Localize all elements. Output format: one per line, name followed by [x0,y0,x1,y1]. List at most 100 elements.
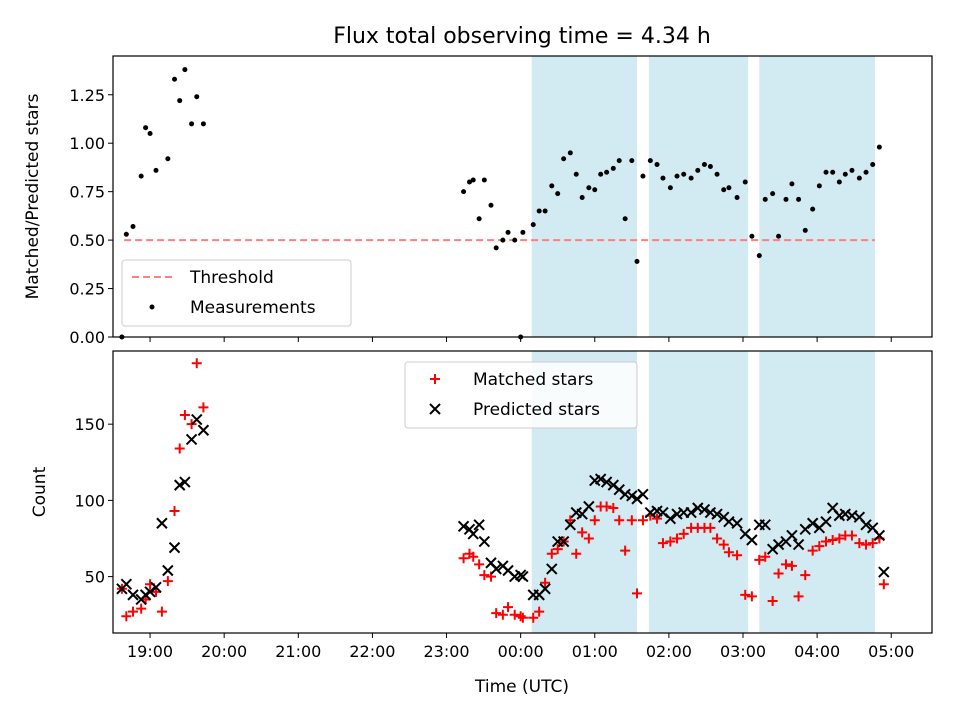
measurement-point [512,237,518,243]
matched-stars-point [198,402,209,413]
predicted-stars-point [546,563,558,575]
predicted-stars-point [473,519,485,531]
matched-stars-point [515,611,526,622]
matched-stars-point [834,533,845,544]
matched-stars-point [528,612,539,623]
matched-stars-point [517,612,528,623]
matched-stars-point [601,501,612,512]
measurement-point [467,179,473,185]
measurement-point [701,162,707,168]
matched-stars-point [468,551,479,562]
matched-stars-point [479,570,490,581]
matched-stars-point [491,608,502,619]
matched-stars-point [179,410,190,421]
matched-stars-point [608,503,619,514]
legend-box [121,259,352,327]
y-tick-label: 150 [74,415,105,434]
measurement-point [586,185,592,191]
measurement-point [707,163,713,169]
measurement-point [870,162,876,168]
predicted-stars-point [759,519,771,531]
predicted-stars-point [457,520,470,533]
measurement-point [654,162,660,168]
measurement-point [634,258,640,264]
y-tick-label: 1.25 [69,86,105,105]
matched-stars-point [723,547,734,558]
matched-stars-point [136,603,147,614]
measurement-point [770,191,776,197]
predicted-stars-point [583,500,595,513]
matched-stars-point [156,606,167,617]
measurement-point [147,131,153,137]
measurement-point [143,125,149,131]
measurement-point [836,179,842,185]
measurement-point [172,76,178,82]
measurement-point [823,169,829,175]
chart-title: Flux total observing time = 4.34 h [333,24,711,49]
measurement-point [876,144,882,150]
matched-stars-point [509,609,520,620]
y-tick-label: 0.50 [69,231,105,250]
matched-stars-point [793,591,804,602]
matched-stars-point [614,515,625,526]
measurement-point [573,171,579,177]
matched-stars-point [846,530,857,541]
predicted-stars-point [594,473,607,485]
predicted-stars-point [162,564,174,577]
matched-stars-point [712,533,723,544]
measurement-point [520,229,526,235]
matched-stars-point [821,536,832,547]
measurement-point [863,169,869,175]
predicted-stars-point [197,424,210,436]
measurement-point [567,150,573,156]
x-axis-label: Time (UTC) [474,677,569,697]
matched-stars-point [780,559,791,570]
predicted-stars-point [704,506,717,519]
predicted-stars-point [557,535,570,548]
predicted-stars-point [637,488,649,500]
predicted-stars-point [150,581,162,593]
observing-band [648,351,749,633]
measurement-point [549,183,555,189]
measurement-point [660,175,666,181]
measurement-point [695,167,701,173]
matched-stars-point [540,577,551,588]
predicted-stars-point [168,541,181,554]
matched-stars-point [497,609,508,620]
measurement-point [579,194,585,200]
y-tick-label: 50 [85,568,105,587]
y-tick-label: 1.00 [69,134,105,153]
x-tick-label: 22:00 [349,642,395,661]
measurement-point [688,175,694,181]
matched-stars-point [191,358,202,369]
predicted-stars-point [185,433,198,446]
legend-threshold-label: Threshold [189,268,274,288]
measurement-point [721,187,727,193]
matched-stars-point [652,513,663,524]
matched-stars-point [827,535,838,546]
measurement-point [714,171,720,177]
measurement-point [488,202,494,208]
measurement-point [796,196,802,202]
matched-stars-point [672,533,683,544]
measurement-point [598,171,604,177]
predicted-stars-point [120,578,133,590]
predicted-stars-point [820,516,832,528]
predicted-stars-point [873,529,886,542]
predicted-stars-point [664,512,677,525]
measurement-point [500,237,506,243]
measurement-point [842,171,848,177]
predicted-stars-point [179,476,191,488]
measurement-point [505,229,511,235]
matched-stars-point [474,559,485,570]
y-tick-label: 0.75 [69,183,105,202]
measurement-point [194,94,200,100]
measurement-point [493,245,499,251]
measurement-point [734,194,740,200]
predicted-stars-point [786,529,798,542]
measurement-point [177,98,183,104]
measurement-point [756,253,762,259]
legend-measurement-swatch [149,304,155,310]
measurement-point [481,177,487,183]
